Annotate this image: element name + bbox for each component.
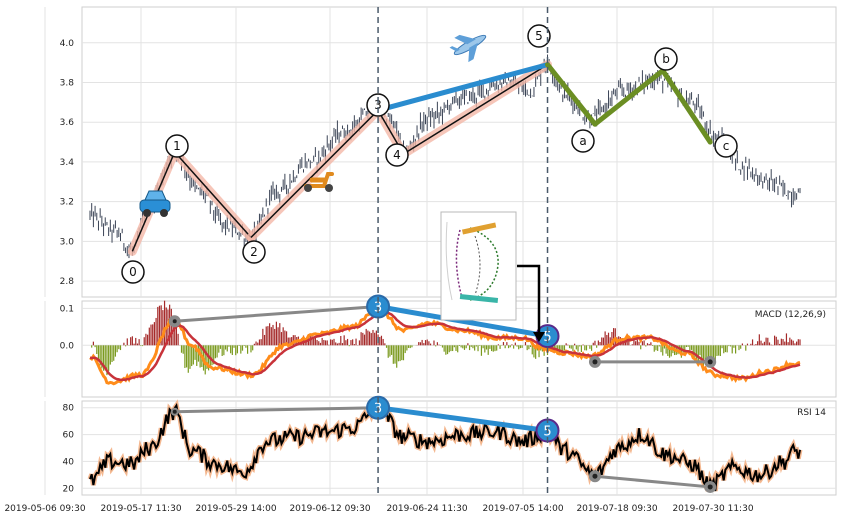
rsi-line <box>89 403 801 492</box>
vertical-markers <box>377 7 549 495</box>
wave-label-circle <box>571 129 595 153</box>
rsi-div-line-1-3 <box>174 406 379 414</box>
price-y-ticks: 4.0 3.8 3.6 3.4 3.2 3.0 2.8 <box>60 39 75 287</box>
wave-label-circle <box>385 143 409 167</box>
price-gridlines <box>44 7 836 297</box>
macd-signal-line <box>89 310 801 382</box>
x-tick-label: 2019-06-24 11:30 <box>386 504 467 514</box>
rsi-div-point-dot <box>707 484 713 490</box>
wave-label-3: 3 <box>374 98 382 112</box>
x-tick-label: 2019-05-17 11:30 <box>100 504 181 514</box>
x-ticks: 2019-05-06 09:30 2019-05-17 11:30 2019-05-… <box>4 504 753 514</box>
x-tick-label: 2019-05-29 14:00 <box>195 504 276 514</box>
rsi-y-tick-label: 60 <box>63 431 75 441</box>
wave-label-0: 0 <box>129 265 137 279</box>
price-y-tick-label: 3.6 <box>60 118 75 128</box>
pointer-arrow <box>517 264 545 342</box>
rsi-lines <box>87 399 803 493</box>
x-tick-label: 2019-07-18 09:30 <box>576 504 657 514</box>
macd-line <box>89 306 801 386</box>
wave-label-circle <box>242 240 266 264</box>
rsi-y-tick-label: 40 <box>63 457 75 467</box>
correction-line <box>545 62 598 127</box>
wave-label-5: 5 <box>535 29 543 43</box>
macd-y-tick-label: 0.0 <box>60 341 75 351</box>
wave-label-c: c <box>723 139 730 153</box>
macd-lines <box>89 306 801 386</box>
price-y-tick-label: 2.8 <box>60 277 75 287</box>
wave-label-4: 4 <box>393 148 401 162</box>
wave-label-a: a <box>579 134 586 148</box>
price-y-tick-label: 3.8 <box>60 78 75 88</box>
macd-div-line-3-5 <box>377 304 548 339</box>
macd-div-point-dot <box>592 359 598 365</box>
rsi-y-tick-label: 20 <box>63 484 75 494</box>
macd-div-line-1-3 <box>174 305 379 323</box>
airplane-icon <box>449 34 487 63</box>
car-icon <box>139 190 171 217</box>
price-y-tick-label: 3.4 <box>60 158 75 168</box>
wave-line <box>250 109 379 238</box>
wave-label-b: b <box>662 52 670 66</box>
wave-label-circle <box>165 134 189 158</box>
price-y-tick-label: 3.2 <box>60 198 74 208</box>
wave-label-1: 1 <box>173 139 181 153</box>
price-y-tick-label: 4.0 <box>60 39 75 49</box>
rsi-panel-label: RSI 14 <box>797 408 826 418</box>
wave-3-5-trend <box>377 62 549 113</box>
wave-label-circle <box>121 260 145 284</box>
price-y-tick-label: 3.0 <box>60 237 75 247</box>
macd-div-point-dot <box>707 359 713 365</box>
rsi-div-point-dot <box>172 409 177 414</box>
rsi-div-point-dot <box>592 473 598 479</box>
wave-line <box>403 63 548 155</box>
wave-labels: 0 1 2 3 4 5 a b c <box>121 24 738 284</box>
rsi-divergence: 35 <box>170 395 717 493</box>
macd-panel-label: MACD (12,26,9) <box>755 310 826 320</box>
x-tick-label: 2019-06-12 09:30 <box>289 504 370 514</box>
rsi-y-ticks: 80 60 40 20 <box>63 404 75 495</box>
rsi-div-line-3-5 <box>377 405 548 434</box>
rsi-panel: 80 60 40 20 35 RSI 14 <box>44 395 837 496</box>
macd-y-tick-label: 0.1 <box>60 304 74 314</box>
wave-label-circle <box>527 24 551 48</box>
wave-label-circle <box>654 47 678 71</box>
wave-line <box>174 151 252 238</box>
x-tick-label: 2019-05-06 09:30 <box>4 504 85 514</box>
macd-div-point-dot <box>172 319 177 324</box>
x-tick-label: 2019-07-30 11:30 <box>672 504 753 514</box>
rsi-y-tick-label: 80 <box>63 404 75 414</box>
rocket-loop-icon <box>440 211 517 321</box>
wave-label-circle <box>714 134 738 158</box>
correction-line <box>592 68 666 127</box>
scooter-icon <box>304 172 334 192</box>
wave-label-circle <box>366 93 390 117</box>
macd-y-ticks: 0.1 0.0 <box>60 304 75 351</box>
wave-label-2: 2 <box>250 245 258 259</box>
x-tick-label: 2019-07-05 14:00 <box>482 504 563 514</box>
correction-line <box>660 68 713 145</box>
rsi-div-line-a-c <box>594 474 711 489</box>
